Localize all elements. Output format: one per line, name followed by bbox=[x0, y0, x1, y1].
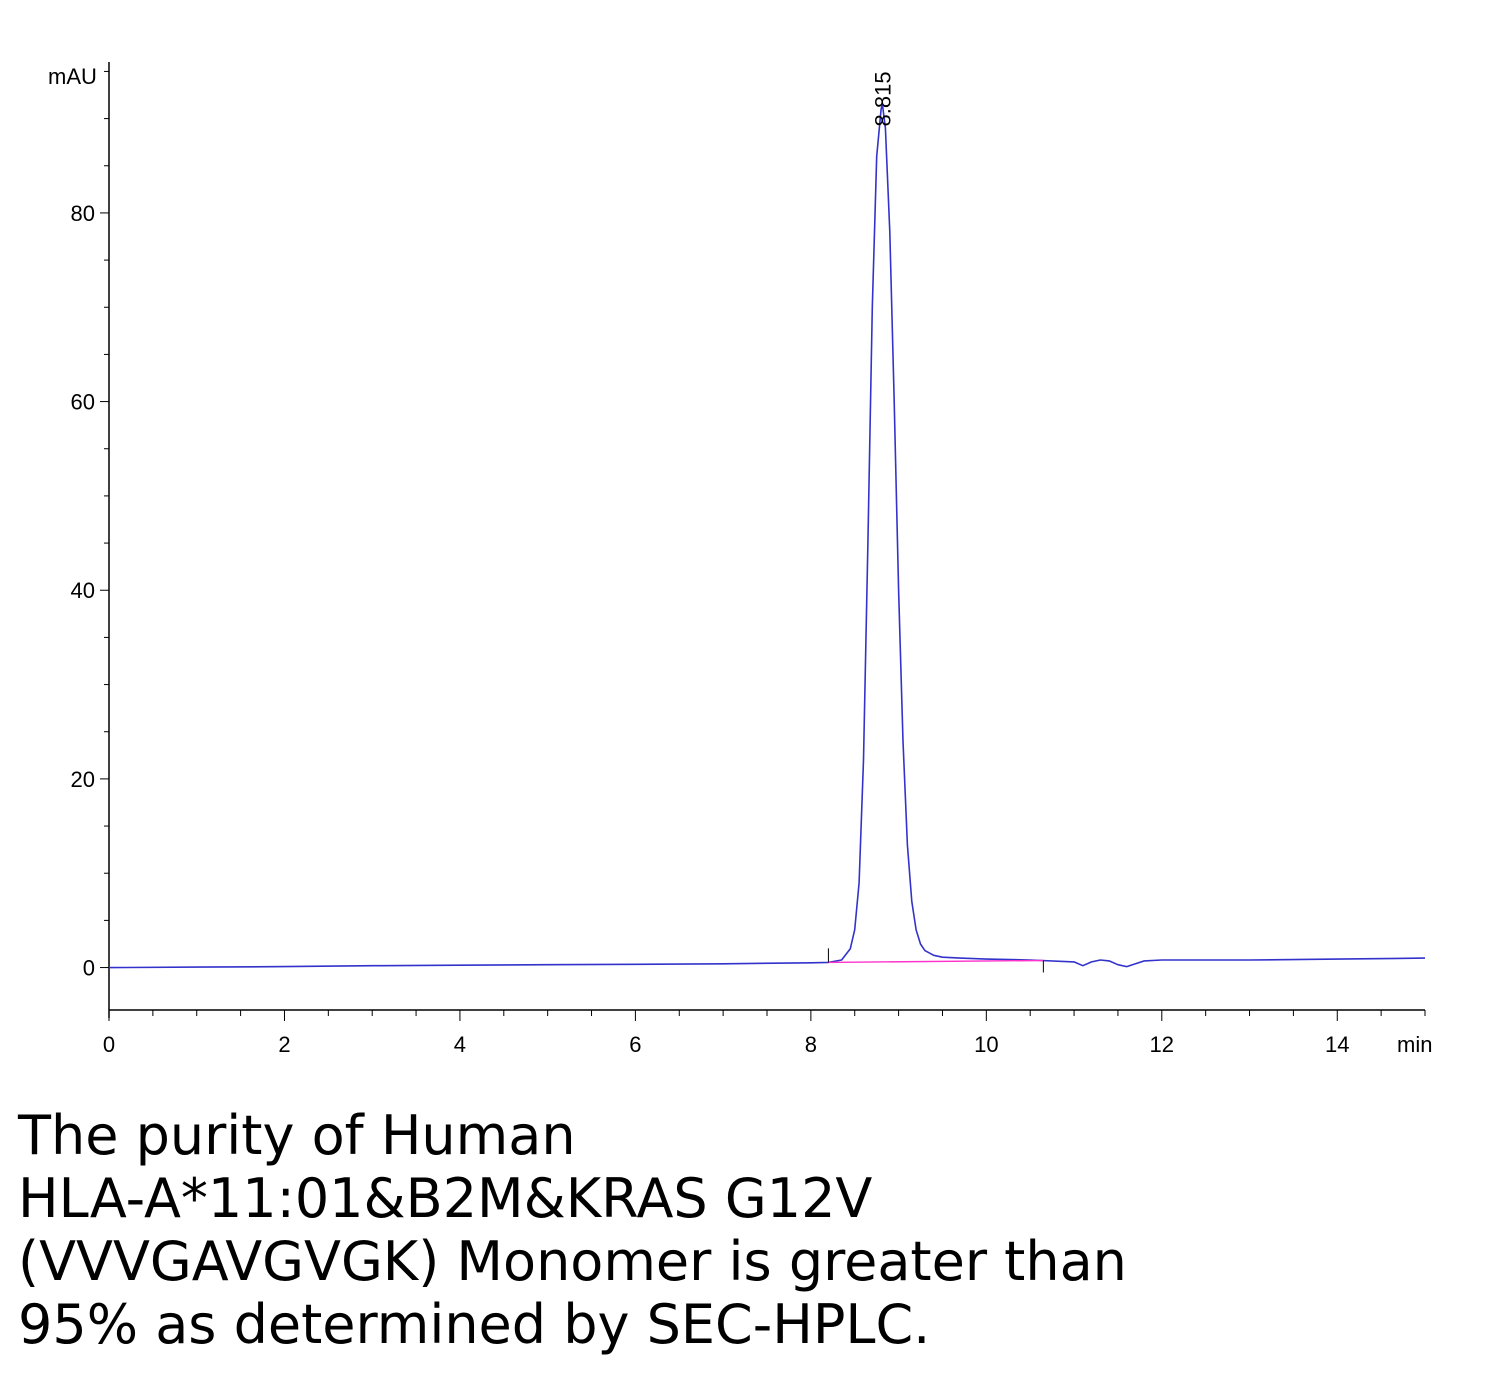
x-tick-label: 10 bbox=[974, 1032, 998, 1057]
chromatogram-trace bbox=[108, 103, 1426, 969]
x-tick-label: 8 bbox=[805, 1032, 817, 1057]
caption-line: HLA-A*11:01&B2M&KRAS G12V bbox=[18, 1167, 873, 1230]
x-tick-label: 12 bbox=[1150, 1032, 1174, 1057]
x-axis-label: min bbox=[1397, 1032, 1432, 1057]
x-tick-label: 2 bbox=[278, 1032, 290, 1057]
caption-line: 95% as determined by SEC-HPLC. bbox=[18, 1293, 931, 1356]
tick-marks bbox=[100, 70, 1426, 1021]
chromatogram-chart: 0 2 4 6 8 10 12 14 0 20 40 60 80 mAU min 8.815 bbox=[48, 62, 1432, 1057]
y-tick-label: 40 bbox=[71, 578, 95, 603]
y-axis-label: mAU bbox=[48, 64, 97, 89]
series-group bbox=[108, 103, 1426, 973]
figure-caption: The purity of Human HLA-A*11:01&B2M&KRAS… bbox=[18, 1104, 1478, 1356]
axes bbox=[108, 62, 1425, 1018]
tick-labels: 0 2 4 6 8 10 12 14 0 20 40 60 80 bbox=[71, 201, 1350, 1057]
caption-line: (VVVGAVGVGK) Monomer is greater than bbox=[18, 1230, 1127, 1293]
x-tick-label: 4 bbox=[454, 1032, 466, 1057]
x-tick-label: 6 bbox=[629, 1032, 641, 1057]
y-tick-label: 0 bbox=[83, 956, 95, 981]
y-tick-label: 80 bbox=[71, 201, 95, 226]
x-tick-label: 0 bbox=[103, 1032, 115, 1057]
peak-label: 8.815 bbox=[870, 71, 895, 126]
x-tick-label: 14 bbox=[1325, 1032, 1349, 1057]
caption-line: The purity of Human bbox=[18, 1104, 576, 1167]
y-tick-label: 60 bbox=[71, 390, 95, 415]
baseline-trace bbox=[828, 959, 1044, 964]
y-tick-label: 20 bbox=[71, 767, 95, 792]
